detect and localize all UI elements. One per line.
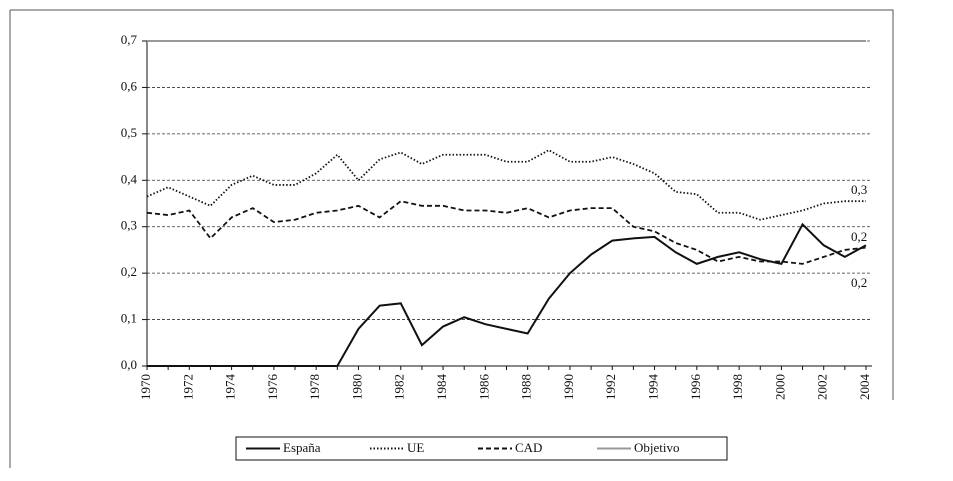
x-tick-label: 1972 [180, 374, 195, 400]
x-tick-label: 1984 [434, 374, 449, 401]
y-tick-label: 0,4 [121, 171, 138, 186]
x-tick-label: 1982 [392, 374, 407, 400]
x-tick-label: 1994 [646, 374, 661, 401]
frame [9, 9, 894, 468]
x-tick-label: 1978 [307, 374, 322, 400]
x-tick-label: 1970 [138, 374, 153, 400]
legend-label: CAD [515, 440, 542, 455]
series-line [146, 149, 866, 221]
x-tick-label: 2004 [857, 374, 872, 401]
x-tick-label: 1992 [603, 374, 618, 400]
x-tick-label: 2000 [772, 374, 787, 400]
x-tick-label: 1988 [519, 374, 534, 400]
x-tick-label: 2002 [815, 374, 830, 400]
series-line [147, 222, 867, 367]
legend-label: UE [407, 440, 424, 455]
legend-label: España [283, 440, 321, 455]
x-tick-label: 1974 [223, 374, 238, 401]
x-tick-label: 1996 [688, 374, 703, 401]
legend-label: Objetivo [634, 440, 680, 455]
annotation: 0,2 [851, 275, 867, 290]
x-tick-label: 1998 [730, 374, 745, 400]
x-tick-label: 1980 [349, 374, 364, 400]
annotation: 0,3 [851, 182, 867, 197]
y-tick-label: 0,7 [121, 32, 138, 47]
y-tick-label: 0,6 [121, 78, 138, 93]
y-tick-label: 0,3 [121, 218, 137, 233]
y-tick-label: 0,0 [121, 357, 137, 372]
annotation: 0,2 [851, 229, 867, 244]
y-tick-label: 0,2 [121, 264, 137, 279]
y-tick-label: 0,1 [121, 311, 137, 326]
x-tick-label: 1990 [561, 374, 576, 400]
series-line [146, 200, 867, 265]
x-tick-label: 1986 [476, 374, 491, 401]
x-tick-label: 1976 [265, 374, 280, 401]
y-tick-label: 0,5 [121, 125, 137, 140]
